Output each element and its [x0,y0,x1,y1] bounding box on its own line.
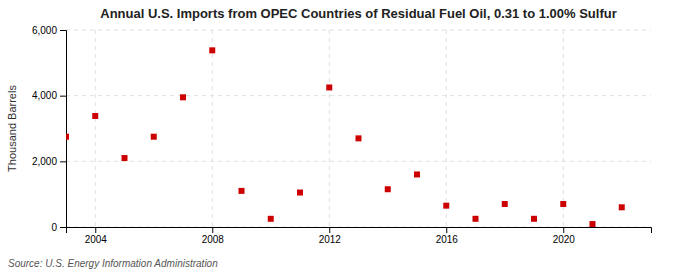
source: Source: U.S. Energy Information Administ… [8,258,218,269]
x-tick-label: 2016 [436,234,459,245]
point [619,204,625,210]
x-tick: 2020 [553,227,576,245]
grid [66,30,651,227]
x-tick-mark [212,227,213,233]
point [414,171,420,177]
x-tick-label: 2012 [319,234,342,245]
point [531,216,537,222]
point [590,221,596,227]
point [326,84,332,90]
point [297,190,303,196]
y-tick-label: 2,000 [32,156,57,167]
point [560,201,566,207]
point [385,186,391,192]
x-tick: 2008 [202,227,225,245]
x-tick: 2004 [85,227,108,245]
x-tick: 2016 [436,227,459,245]
y-tick: 4,000 [32,90,66,101]
points [66,47,625,227]
point [92,113,98,119]
y-tick-mark [60,30,66,31]
point [268,216,274,222]
x-tick-mark [446,227,447,233]
plot-area: 2004 2008 2012 2016 2020 0 2,000 4,000 6,000 [32,25,652,245]
y-axis-title: Thousand Barrels [6,85,18,172]
y-tick-mark [60,227,66,228]
grid-line-x [95,30,96,227]
y-tick: 6,000 [32,25,66,36]
x-tick-mark [95,227,96,233]
y-tick: 0 [51,222,66,233]
x-tick-label: 2004 [85,234,108,245]
point [443,203,449,209]
point [209,47,215,53]
grid-line-x [212,30,213,227]
point [122,155,128,161]
y-axis-line [60,31,67,228]
y-tick-label: 6,000 [32,25,57,36]
grid-line-x [446,30,447,227]
point [151,134,157,140]
point [239,188,245,194]
y-tick-label: 4,000 [32,90,57,101]
point [180,94,186,100]
point [473,216,479,222]
y-tick: 2,000 [32,156,66,167]
y-tick-mark [60,96,66,97]
x-tick-mark [563,227,564,233]
point [502,201,508,207]
x-axis: 2004 2008 2012 2016 2020 [67,227,652,245]
title: Annual U.S. Imports from OPEC Countries … [100,6,616,21]
x-axis-line [67,228,652,234]
grid-line-x [329,30,330,227]
chart-container: 2004 2008 2012 2016 2020 0 2,000 4,000 6,000 Annu… [0,0,675,275]
x-tick-label: 2008 [202,234,225,245]
y-tick-label: 0 [51,222,57,233]
point [66,134,69,140]
x-tick-mark [329,227,330,233]
chart-svg: 2004 2008 2012 2016 2020 0 2,000 4,000 6,000 Annu… [0,0,675,275]
y-axis: 0 2,000 4,000 6,000 [32,25,67,233]
x-tick: 2012 [319,227,342,245]
grid-line-x [563,30,564,227]
x-tick-label: 2020 [553,234,576,245]
point [356,135,362,141]
y-tick-mark [60,161,66,162]
